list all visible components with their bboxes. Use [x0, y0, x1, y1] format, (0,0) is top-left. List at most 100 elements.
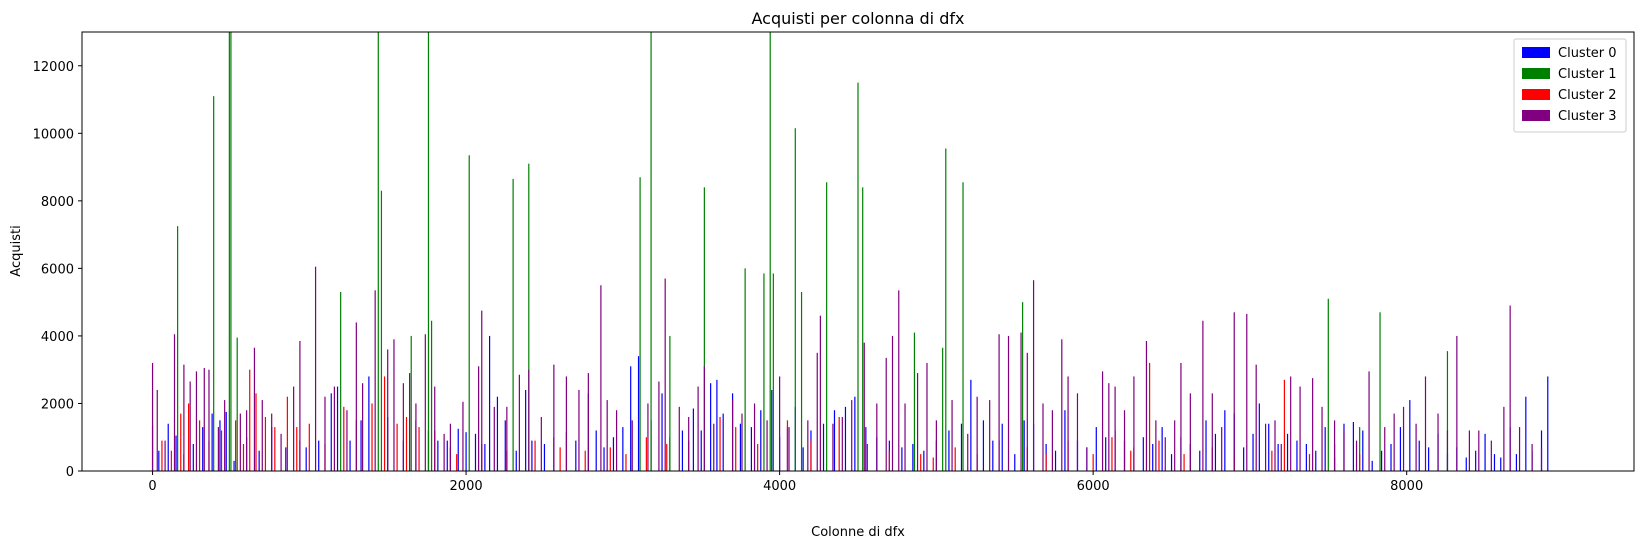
y-tick-label: 10000 [33, 127, 74, 142]
bar [217, 427, 219, 471]
bar [515, 450, 517, 471]
y-tick-label: 6000 [41, 262, 74, 277]
bar [962, 182, 964, 471]
bar [645, 437, 647, 471]
bar [1224, 410, 1226, 471]
bar [396, 423, 398, 471]
bar [296, 427, 298, 471]
bar [481, 310, 483, 471]
series-2 [161, 362, 1361, 471]
bar [1114, 386, 1116, 471]
y-axis-label: Acquisti [9, 225, 24, 276]
bar [1290, 376, 1292, 471]
bar [606, 400, 608, 471]
bar [1493, 454, 1496, 471]
bar [1130, 450, 1132, 471]
legend-label: Cluster 1 [1558, 67, 1617, 82]
bar [362, 383, 364, 471]
bar [496, 396, 499, 471]
bar [1111, 437, 1113, 471]
bar [1315, 450, 1317, 471]
bar [587, 373, 589, 471]
bar [771, 389, 773, 471]
bar [1023, 420, 1025, 471]
bar [678, 406, 680, 471]
bar [528, 163, 530, 471]
bar [1054, 450, 1057, 471]
bar [1277, 443, 1279, 471]
bar [739, 423, 742, 471]
bar [575, 440, 577, 471]
bar [355, 322, 357, 471]
bar [230, 32, 232, 471]
bar [377, 32, 379, 471]
bar [1390, 443, 1392, 471]
bar [854, 396, 856, 471]
bar [183, 364, 185, 471]
bar [1252, 433, 1254, 471]
bar [716, 379, 718, 471]
bar [1255, 364, 1257, 471]
bar [1500, 457, 1502, 471]
bar [180, 413, 182, 471]
bar [462, 401, 464, 471]
bar [167, 423, 169, 471]
bar [595, 430, 597, 471]
bar [612, 437, 615, 471]
bar [945, 148, 947, 471]
bar [772, 273, 774, 471]
bar [1145, 340, 1148, 471]
bar [383, 376, 386, 471]
bar [1518, 427, 1521, 471]
bar [1221, 427, 1223, 471]
bar [844, 406, 847, 471]
legend-label: Cluster 2 [1558, 88, 1617, 103]
bar [443, 433, 445, 471]
bar [318, 440, 320, 471]
bar [913, 332, 916, 471]
bar [349, 440, 351, 471]
bar [885, 357, 887, 471]
legend-swatch [1522, 68, 1550, 79]
bar [760, 410, 762, 471]
bar [1484, 433, 1486, 471]
bar [697, 386, 699, 471]
x-axis-label: Colonne di dfx [811, 525, 905, 540]
bar [1308, 454, 1311, 471]
bar [531, 440, 533, 471]
bar [1205, 420, 1207, 471]
bar [1174, 420, 1176, 471]
bar [650, 32, 652, 471]
bar [286, 396, 288, 471]
bar [202, 427, 204, 471]
bar [151, 362, 154, 471]
bar [427, 32, 430, 471]
bar [258, 450, 260, 471]
bar [1155, 420, 1157, 471]
bar [512, 178, 514, 471]
bar [418, 427, 420, 471]
bar [819, 315, 821, 471]
legend-swatch [1522, 47, 1550, 58]
bar [666, 443, 668, 471]
bar [1540, 447, 1543, 471]
bar [967, 433, 969, 471]
bar [1108, 383, 1110, 471]
bar [802, 447, 804, 471]
bar [744, 268, 746, 471]
y-tick-label: 8000 [41, 195, 74, 210]
bar [1180, 362, 1182, 471]
bar [543, 443, 546, 471]
y-tick-label: 12000 [33, 60, 74, 75]
bar [1324, 427, 1326, 471]
y-tick-label: 0 [66, 465, 74, 480]
bar [816, 352, 818, 471]
bar [1446, 351, 1449, 471]
bar [493, 406, 495, 471]
bar [437, 440, 439, 471]
bar [1296, 440, 1298, 471]
bar [264, 416, 267, 471]
bar [255, 393, 257, 471]
bar [280, 433, 282, 471]
